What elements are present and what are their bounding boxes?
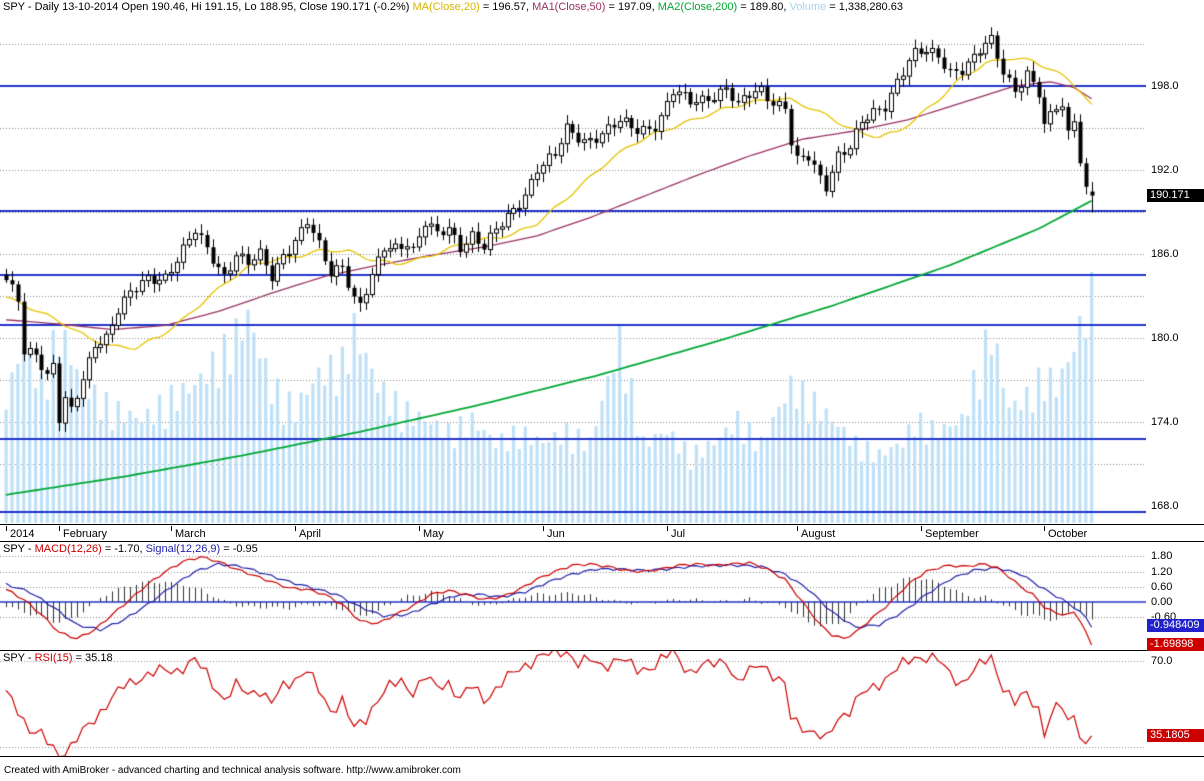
month-label: Jun (547, 528, 565, 540)
month-label: April (299, 528, 322, 540)
rsi-panel: SPY - RSI(15) = 35.18 70.0 35.1805 (0, 651, 1204, 757)
month-label: May (423, 528, 444, 540)
title-segment: MA2(Close,200) (657, 1, 738, 13)
month-tick (419, 526, 420, 531)
month-tick (797, 526, 798, 531)
title-segment: SPY - (3, 543, 35, 555)
month-tick (295, 526, 296, 531)
title-segment: SPY - Daily 13-10-2014 Open 190.46, Hi 1… (3, 1, 413, 13)
y-axis-label: 186.0 (1151, 248, 1179, 260)
macd-title: SPY - MACD(12,26) = -1.70, Signal(12,26,… (3, 543, 258, 556)
y-axis-label: 0.00 (1151, 596, 1173, 608)
title-segment: Volume (789, 1, 827, 13)
y-axis-label: 70.0 (1151, 655, 1173, 667)
signal-value-box: -0.948409 (1147, 619, 1204, 633)
title-segment: = 197.09, (605, 1, 658, 13)
month-tick (543, 526, 544, 531)
rsi-value-box: 35.1805 (1147, 729, 1204, 743)
title-segment: = -0.95 (220, 543, 258, 555)
title-segment: RSI(15) (34, 652, 73, 664)
title-segment: = 196.57, (479, 1, 533, 13)
last-price-box: 190.171 (1147, 188, 1204, 202)
y-axis-label: 1.80 (1151, 550, 1173, 563)
macd-panel: SPY - MACD(12,26) = -1.70, Signal(12,26,… (0, 542, 1204, 652)
rsi-chart-canvas[interactable] (0, 651, 1146, 756)
y-axis-label: 198.0 (1151, 80, 1179, 92)
footer-credit: Created with AmiBroker - advanced charti… (4, 765, 461, 776)
title-segment: MA1(Close,50) (532, 1, 606, 13)
month-label: February (63, 528, 108, 540)
month-tick (921, 526, 922, 531)
title-segment: MACD(12,26) (34, 543, 102, 555)
chart-title-bar: SPY - Daily 13-10-2014 Open 190.46, Hi 1… (0, 0, 1204, 14)
price-chart-canvas[interactable] (0, 14, 1146, 524)
title-segment: SPY - (3, 652, 35, 664)
y-axis-label: 192.0 (1151, 164, 1179, 176)
macd-chart-canvas[interactable] (0, 542, 1146, 650)
y-axis-label: 180.0 (1151, 332, 1179, 344)
y-axis-label: 168.0 (1151, 500, 1179, 512)
month-tick (1044, 526, 1045, 531)
title-segment: = 35.18 (72, 652, 113, 664)
title-segment: = 1,338,280.63 (826, 1, 903, 13)
y-axis-label: 0.60 (1151, 580, 1173, 593)
macd-value-box: -1.69898 (1147, 638, 1204, 652)
rsi-title: SPY - RSI(15) = 35.18 (3, 652, 113, 665)
month-tick (6, 526, 7, 531)
month-label: Jul (671, 528, 686, 540)
month-label: August (801, 528, 836, 540)
month-label: March (175, 528, 206, 540)
month-tick (171, 526, 172, 531)
date-axis: 2014 February March April May Jun Jul August Sep… (0, 525, 1204, 542)
title-segment: MA(Close,20) (412, 1, 480, 13)
month-tick (667, 526, 668, 531)
month-label: 2014 (10, 528, 35, 540)
month-label: October (1048, 528, 1088, 540)
title-segment: = 189.80, (737, 1, 790, 13)
month-tick (59, 526, 60, 531)
price-panel: 198.0 192.0 186.0 180.0 174.0 168.0 190.171 (0, 14, 1204, 525)
month-label: September (925, 528, 979, 540)
title-segment: Signal(12,26,9) (145, 543, 221, 555)
y-axis-label: 174.0 (1151, 416, 1179, 428)
title-segment: = -1.70, (101, 543, 146, 555)
y-axis-label: 1.20 (1151, 565, 1173, 578)
